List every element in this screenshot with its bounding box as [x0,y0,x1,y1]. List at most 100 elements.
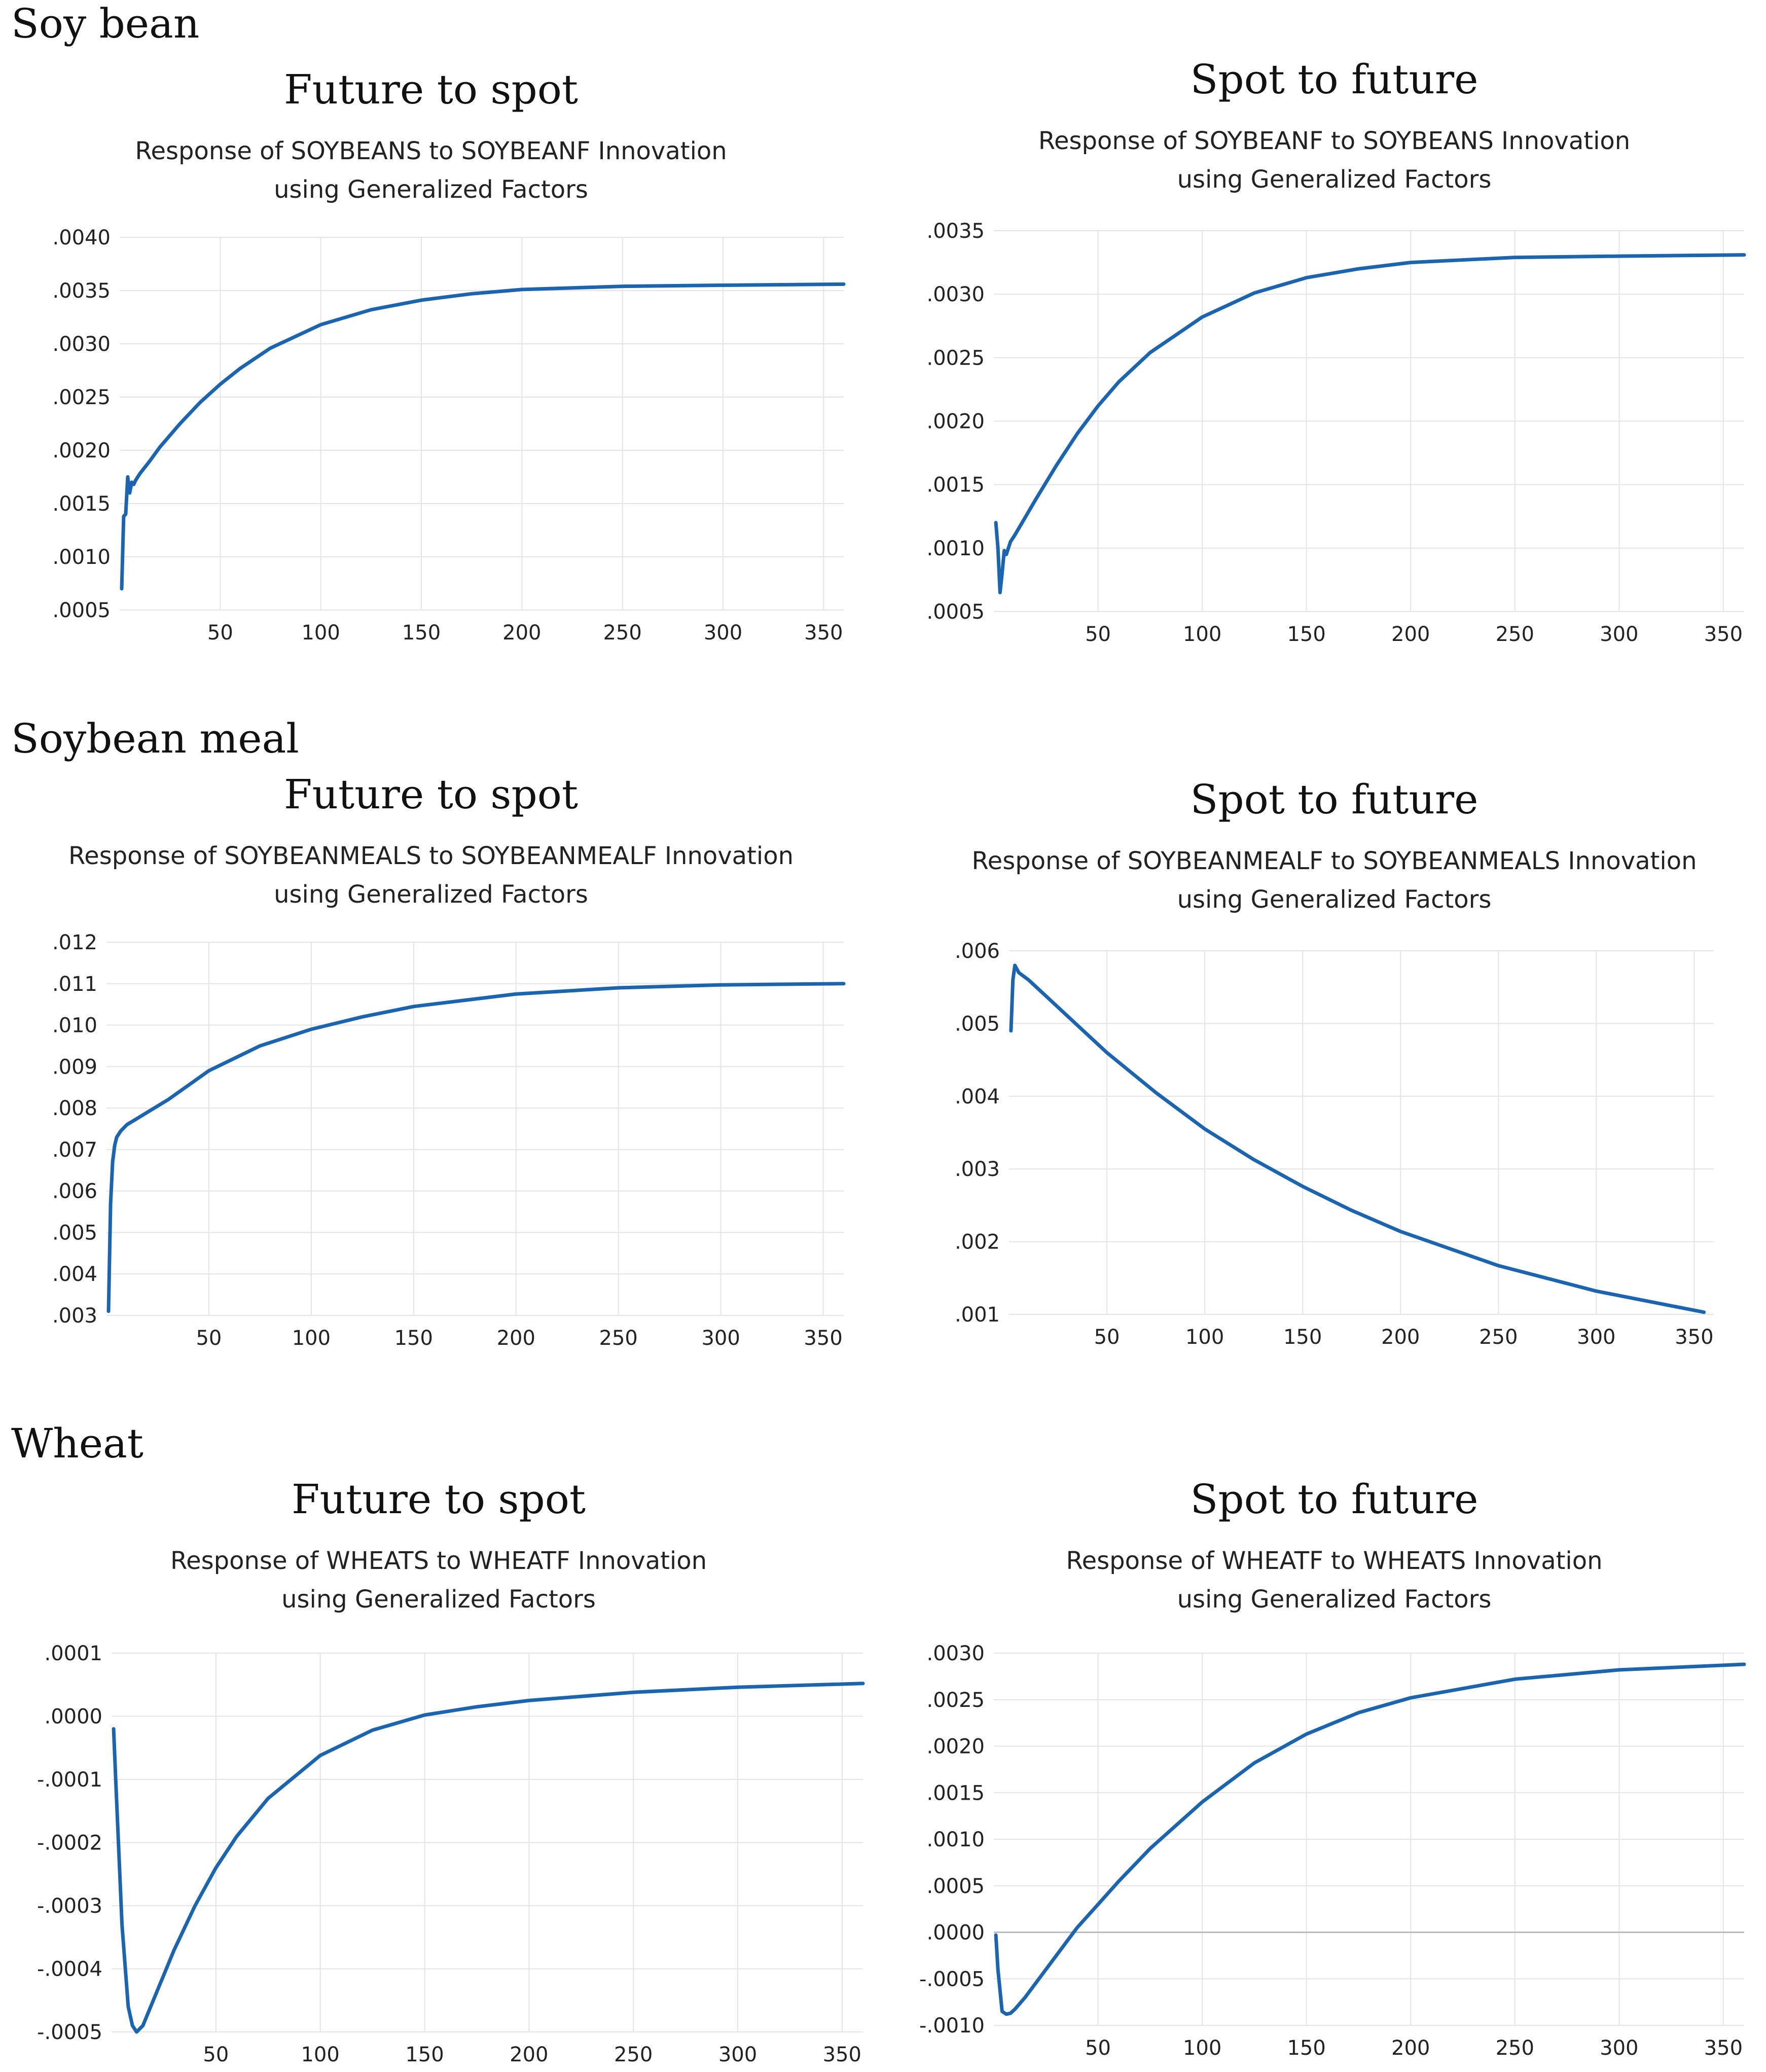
x-tick-label: 50 [203,2043,229,2066]
x-tick-label: 250 [614,2043,653,2066]
y-tick-label: .0020 [926,1735,985,1759]
chart-panel-soybean-spot-to-future: Spot to future Response of SOYBEANF to S… [903,56,1766,654]
line-chart: 50 100 150 200 250 300 350 .003 .004 .005 .006 .007… [52,931,846,1350]
x-tick-label: 150 [402,621,441,645]
y-tick-label: -.0005 [37,2021,102,2044]
chart-panel-soybean-future-to-spot: Future to spot Response of SOYBEANS to S… [0,66,862,664]
x-tick-label: 150 [394,1327,433,1350]
x-tick-label: 200 [502,621,541,645]
y-tick-label: .0005 [926,600,985,624]
y-tick-label: .004 [955,1085,1000,1109]
line-chart: 50 100 150 200 250 300 350 .0005 .0010 .0015 .0020… [926,220,1746,646]
chart-title-line-1: Response of SOYBEANS to SOYBEANF Innovat… [135,137,727,165]
response-series-line [106,982,846,1313]
y-tick-label: .006 [52,1180,97,1203]
x-tick-label: 350 [1704,623,1743,646]
y-tick-label: .0035 [52,279,111,303]
y-tick-label: .0020 [926,410,985,434]
response-series-line [994,253,1746,594]
y-tick-label: .005 [955,1012,1000,1035]
x-tick-label: 100 [1183,623,1221,646]
x-tick-label: 150 [1287,2037,1325,2060]
chart-title-line-1: Response of SOYBEANMEALF to SOYBEANMEALS… [971,847,1697,875]
y-tick-label: -.0005 [919,1968,985,1991]
y-tick-label: .0015 [52,492,111,516]
x-tick-label: 350 [804,1327,842,1350]
y-tick-label: .006 [955,940,1000,963]
y-tick-label: .0025 [52,386,111,409]
chart-title-line-2: using Generalized Factors [1177,1585,1492,1614]
y-tick-label: .009 [52,1055,97,1079]
x-tick-label: 300 [718,2043,757,2066]
x-tick-label: 300 [701,1327,740,1350]
x-tick-label: 200 [510,2043,548,2066]
y-tick-label: .008 [52,1097,97,1120]
chart-title-line-1: Response of WHEATS to WHEATF Innovation [170,1547,707,1575]
y-tick-label: -.0002 [37,1832,102,1855]
y-tick-label: .0025 [926,1689,985,1712]
chart-title-line-1: Response of WHEATF to WHEATS Innovation [1066,1547,1603,1575]
chart-title-line-2: using Generalized Factors [281,1585,596,1614]
line-chart: 50 100 150 200 250 300 350 .001 .002 .003 .004 .005… [955,940,1714,1349]
y-tick-label: .0001 [44,1642,102,1665]
y-tick-label: .0040 [52,226,111,249]
chart-title-line-1: Response of SOYBEANMEALS to SOYBEANMEALF… [68,842,794,870]
y-tick-label: .0005 [52,599,111,622]
y-tick-label: .0010 [926,1828,985,1851]
chart-heading: Spot to future [1190,56,1479,103]
y-tick-label: .0000 [44,1705,102,1729]
x-tick-label: 350 [1675,1326,1713,1349]
x-tick-label: 50 [1094,1326,1120,1349]
y-tick-label: .011 [52,973,97,996]
y-tick-label: .003 [955,1158,1000,1181]
x-tick-label: 350 [823,2043,861,2066]
y-tick-label: .0000 [926,1921,985,1945]
y-tick-label: .0015 [926,474,985,497]
line-chart: 50 100 150 200 250 300 350 -.0005 -.0004 -.0003 -.… [37,1642,865,2066]
x-tick-label: 50 [196,1327,222,1350]
y-tick-label: .0010 [926,537,985,560]
chart-heading: Future to spot [283,771,579,818]
chart-heading: Future to spot [291,1476,586,1523]
y-tick-label: .0030 [926,1642,985,1665]
x-tick-label: 200 [1381,1326,1420,1349]
x-tick-label: 100 [301,2043,339,2066]
chart-panel-wheat-spot-to-future: Spot to future Response of WHEATF to WHE… [903,1476,1766,2072]
y-tick-label: .0005 [926,1875,985,1898]
x-tick-label: 100 [292,1327,331,1350]
chart-title-line-2: using Generalized Factors [1177,165,1492,194]
x-tick-label: 250 [1496,2037,1534,2060]
x-tick-label: 50 [207,621,233,645]
section-title-soybean-meal: Soybean meal [11,715,299,762]
y-tick-label: .0020 [52,439,111,462]
x-tick-label: 250 [603,621,641,645]
y-tick-label: .0010 [52,546,111,569]
chart-heading: Spot to future [1190,1476,1479,1523]
x-tick-label: 50 [1085,623,1111,646]
y-tick-label: .012 [52,931,97,954]
y-tick-label: -.0010 [919,2014,985,2038]
x-tick-label: 250 [1496,623,1534,646]
x-tick-label: 50 [1085,2037,1111,2060]
x-tick-label: 350 [1704,2037,1743,2060]
x-tick-label: 150 [1283,1326,1322,1349]
section-title-soybean: Soy bean [11,0,200,47]
y-tick-label: .0015 [926,1781,985,1805]
response-series-line [112,1682,865,2034]
x-tick-label: 350 [804,621,843,645]
line-chart: 50 100 150 200 250 300 350 -.0010 -.0005 .0000 .00… [919,1642,1746,2060]
y-tick-label: .002 [955,1231,1000,1254]
x-tick-label: 150 [1287,623,1325,646]
x-tick-label: 100 [301,621,340,645]
y-tick-label: .005 [52,1221,97,1244]
x-tick-label: 300 [1577,1326,1615,1349]
response-series-line [1009,963,1706,1314]
x-tick-label: 300 [704,621,742,645]
chart-heading: Future to spot [283,66,579,113]
x-tick-label: 200 [1391,2037,1430,2060]
chart-panel-wheat-future-to-spot: Future to spot Response of WHEATS to WHE… [0,1476,877,2072]
x-tick-label: 300 [1600,623,1638,646]
response-series-line [120,282,846,591]
y-tick-label: -.0001 [37,1768,102,1792]
section-title-wheat: Wheat [11,1420,143,1467]
